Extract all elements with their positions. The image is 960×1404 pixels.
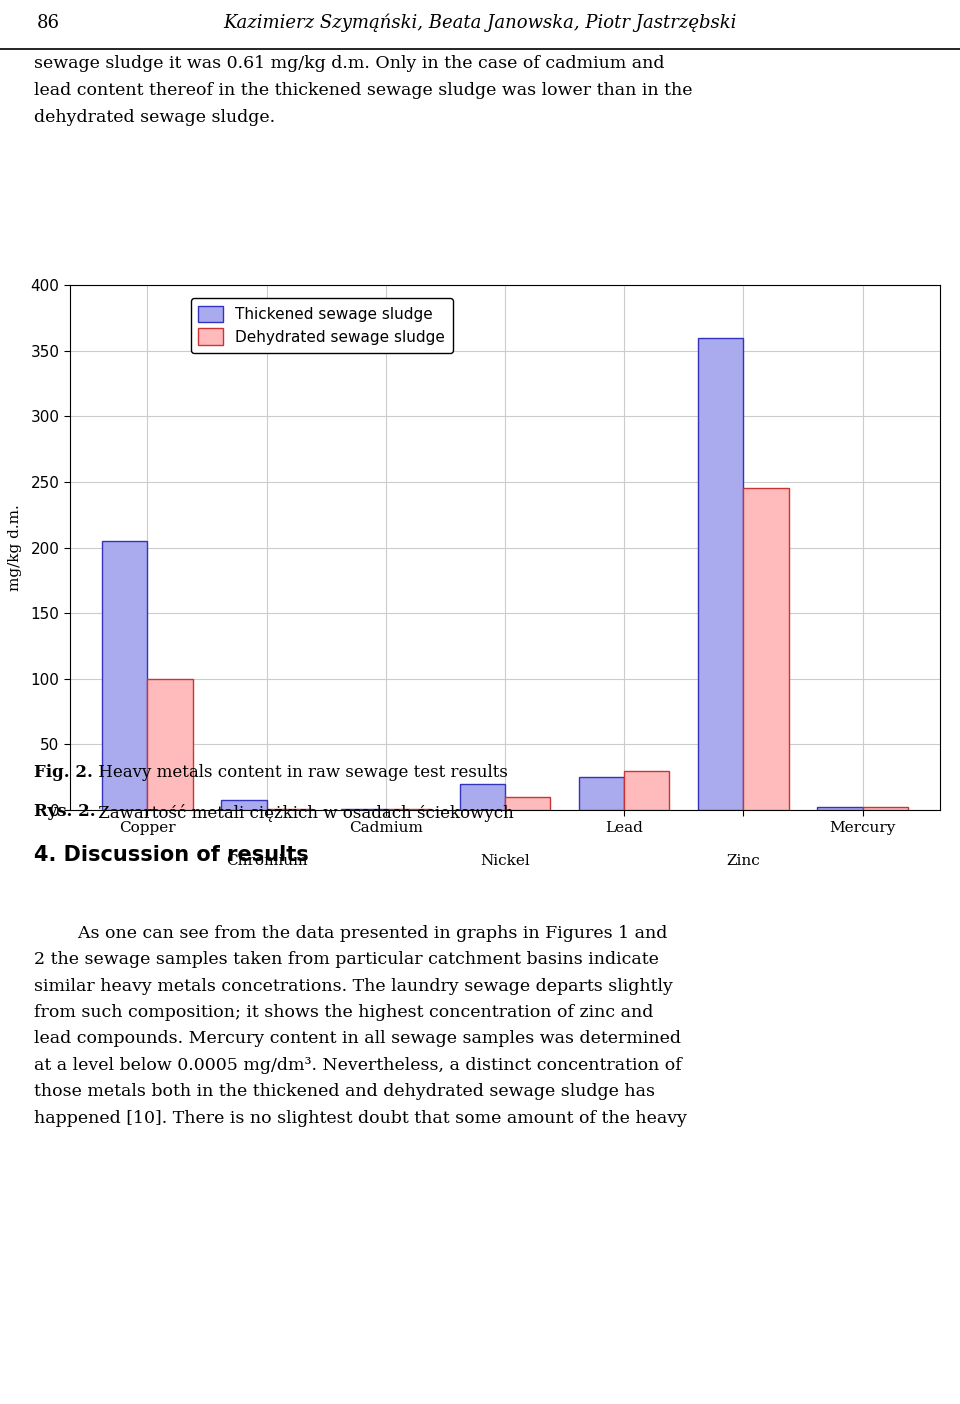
Text: Nickel: Nickel <box>480 855 530 869</box>
Text: Zinc: Zinc <box>727 855 760 869</box>
Legend: Thickened sewage sludge, Dehydrated sewage sludge: Thickened sewage sludge, Dehydrated sewa… <box>191 298 452 352</box>
Bar <box>698 337 743 810</box>
Bar <box>817 807 862 810</box>
Bar <box>862 807 908 810</box>
Y-axis label: mg/kg d.m.: mg/kg d.m. <box>9 504 22 591</box>
Bar <box>579 778 624 810</box>
Text: Rys. 2.: Rys. 2. <box>34 803 95 820</box>
Bar <box>624 771 669 810</box>
Text: Heavy metals content in raw sewage test results: Heavy metals content in raw sewage test … <box>93 764 508 781</box>
Text: Kazimierz Szymąński, Beata Janowska, Piotr Jastrzębski: Kazimierz Szymąński, Beata Janowska, Pio… <box>224 13 736 32</box>
Bar <box>102 541 148 810</box>
Text: As one can see from the data presented in graphs in Figures 1 and
2 the sewage s: As one can see from the data presented i… <box>34 925 686 1126</box>
Text: Zawartość metali ciężkich w osadach ściekowych: Zawartość metali ciężkich w osadach ście… <box>93 803 514 821</box>
Text: 86: 86 <box>36 14 60 31</box>
Bar <box>222 799 267 810</box>
Bar <box>743 489 789 810</box>
Text: Chromium: Chromium <box>226 855 307 869</box>
Bar <box>148 678 193 810</box>
Text: Fig. 2.: Fig. 2. <box>34 764 92 781</box>
Bar <box>460 783 505 810</box>
Text: sewage sludge it was 0.61 mg/kg d.m. Only in the case of cadmium and
lead conten: sewage sludge it was 0.61 mg/kg d.m. Onl… <box>34 55 692 125</box>
Text: 4. Discussion of results: 4. Discussion of results <box>34 845 308 865</box>
Bar <box>505 797 550 810</box>
